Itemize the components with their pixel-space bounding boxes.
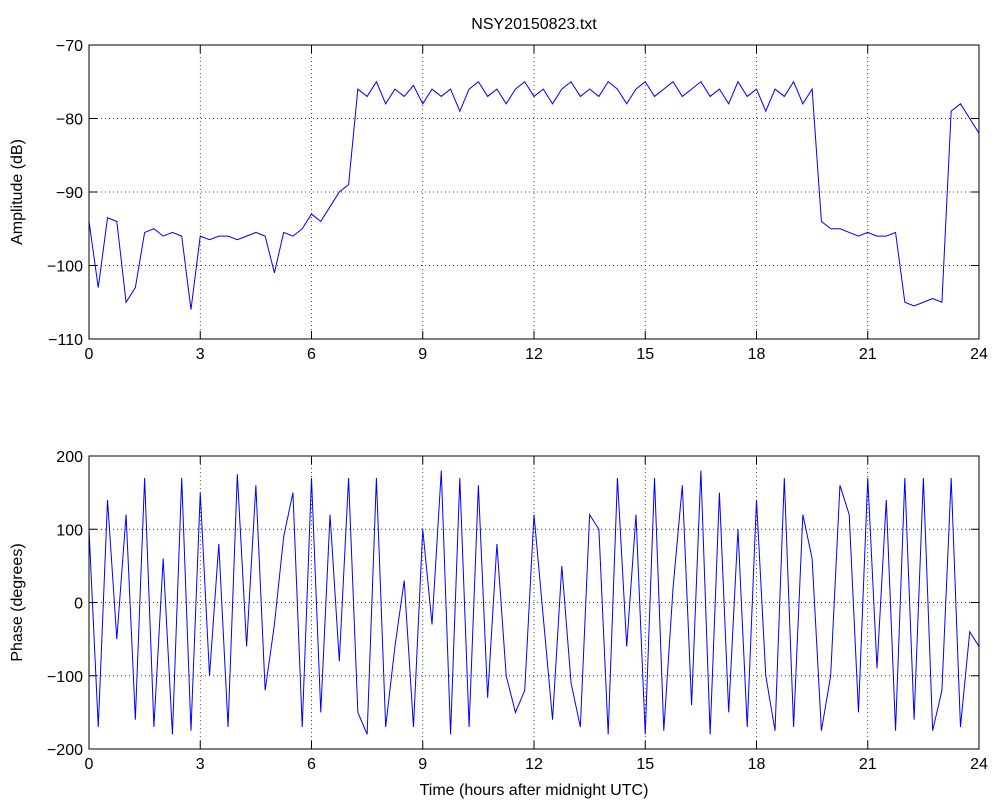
axes-frame <box>88 44 980 340</box>
x-tick-label: 12 <box>525 346 543 363</box>
x-tick-label: 0 <box>85 756 94 773</box>
x-tick-label: 3 <box>196 756 205 773</box>
x-tick-label: 12 <box>525 756 543 773</box>
y-axis-label: Phase (degrees) <box>9 543 26 661</box>
y-tick-label: 200 <box>56 449 83 466</box>
y-axis-label: Amplitude (dB) <box>9 139 26 245</box>
data-line <box>88 470 980 735</box>
x-tick-label: 24 <box>970 346 988 363</box>
y-tick-label: −90 <box>56 185 83 202</box>
y-tick-label: −100 <box>47 259 83 276</box>
x-tick-label: 6 <box>307 346 316 363</box>
y-tick-label: −100 <box>47 669 83 686</box>
x-tick-label: 18 <box>748 756 766 773</box>
y-tick-label: −200 <box>47 742 83 759</box>
x-tick-label: 0 <box>85 346 94 363</box>
y-tick-label: −110 <box>48 332 83 349</box>
x-tick-label: 15 <box>636 346 654 363</box>
x-tick-label: 18 <box>748 346 766 363</box>
y-tick-label: −80 <box>56 112 83 129</box>
x-tick-label: 9 <box>418 756 427 773</box>
y-tick-label: 0 <box>74 596 83 613</box>
x-tick-label: 24 <box>970 756 988 773</box>
x-tick-label: 9 <box>418 346 427 363</box>
x-tick-label: 21 <box>859 756 877 773</box>
x-tick-label: 15 <box>636 756 654 773</box>
x-tick-label: 6 <box>307 756 316 773</box>
x-axis-label: Time (hours after midnight UTC) <box>420 782 649 799</box>
y-tick-label: −70 <box>56 38 83 55</box>
chart-title: NSY20150823.txt <box>471 16 597 33</box>
x-tick-label: 3 <box>196 346 205 363</box>
x-tick-label: 21 <box>859 346 877 363</box>
data-line <box>88 80 980 310</box>
axes-frame <box>88 455 980 750</box>
y-tick-label: 100 <box>56 522 83 539</box>
